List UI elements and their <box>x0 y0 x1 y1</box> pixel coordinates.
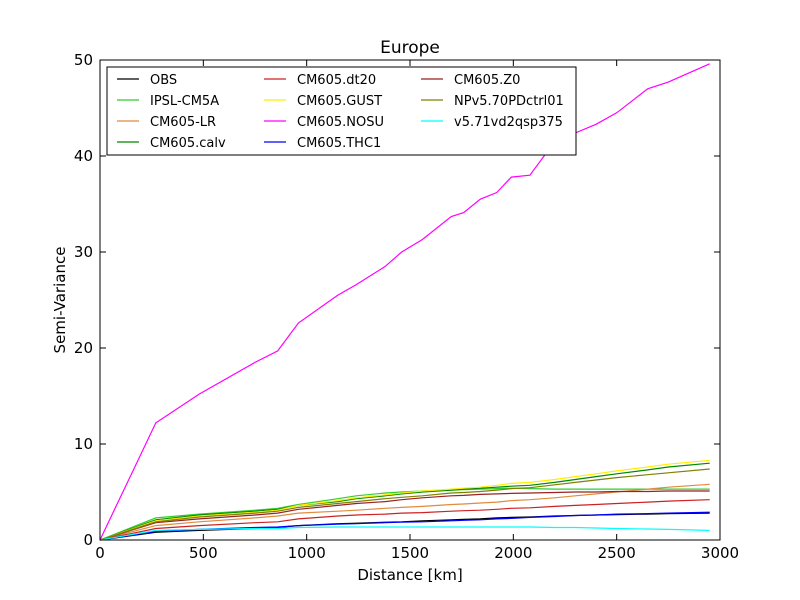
y-axis-ticks: 0 10 20 30 40 50 <box>74 51 720 549</box>
legend-label-8: CM605.Z0 <box>454 73 520 88</box>
legend-label-10: v5.71vd2qsp375 <box>454 115 563 130</box>
legend-label-0: OBS <box>150 73 177 88</box>
legend: OBS IPSL-CM5A CM605-LR CM605.calv CM605.dt20… <box>106 66 577 156</box>
x-tick-label-5: 2500 <box>598 544 636 562</box>
series-line-7 <box>99 511 710 541</box>
x-tick-label-4: 2000 <box>494 544 532 562</box>
x-tick-label-1: 500 <box>189 544 218 562</box>
x-axis-ticks: 0 500 1000 1500 2000 2500 3000 <box>95 60 739 562</box>
y-tick-label-3: 30 <box>74 243 93 261</box>
legend-label-3: CM605.calv <box>150 136 226 151</box>
series-layer <box>99 63 710 541</box>
series-line-5 <box>99 459 710 541</box>
x-tick-label-6: 3000 <box>701 544 739 562</box>
legend-label-9: NPv5.70PDctrl01 <box>454 94 564 109</box>
series-line-4 <box>99 499 710 541</box>
x-tick-label-2: 1000 <box>288 544 326 562</box>
series-line-2 <box>99 483 710 541</box>
series-line-8 <box>99 490 710 541</box>
legend-label-7: CM605.THC1 <box>297 136 381 151</box>
series-line-10 <box>99 526 710 541</box>
series-line-9 <box>99 468 710 541</box>
legend-label-2: CM605-LR <box>150 115 216 130</box>
x-tick-label-0: 0 <box>95 544 105 562</box>
legend-label-6: CM605.NOSU <box>297 115 384 130</box>
series-line-3 <box>99 462 710 541</box>
y-tick-label-1: 10 <box>74 435 93 453</box>
legend-label-1: IPSL-CM5A <box>150 94 219 109</box>
legend-box <box>106 66 577 156</box>
series-line-6 <box>99 63 710 541</box>
x-tick-label-3: 1500 <box>391 544 429 562</box>
legend-label-4: CM605.dt20 <box>297 73 376 88</box>
y-axis-title: Semi-Variance <box>51 247 69 354</box>
y-tick-label-4: 40 <box>74 147 93 165</box>
y-tick-label-5: 50 <box>74 51 93 69</box>
x-axis-title: Distance [km] <box>357 566 462 584</box>
y-tick-label-0: 0 <box>83 531 93 549</box>
y-tick-label-2: 20 <box>74 339 93 357</box>
chart-title: Europe <box>380 38 440 58</box>
legend-label-5: CM605.GUST <box>297 94 382 109</box>
